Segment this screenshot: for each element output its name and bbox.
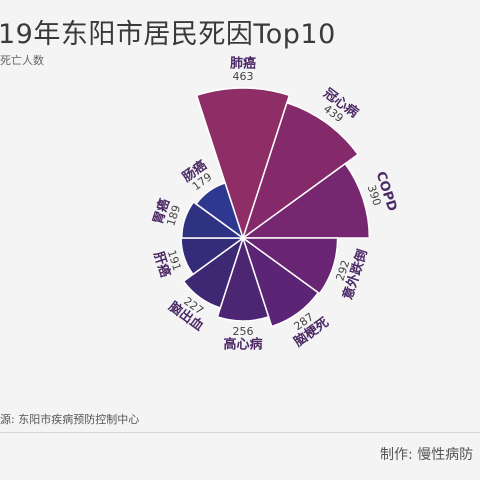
value-label: 191 xyxy=(165,248,184,272)
maker-credit: 制作: 慢性病防 xyxy=(380,447,474,463)
rose-sector xyxy=(240,237,339,295)
rose-sector xyxy=(241,101,360,240)
category-label: 胃癌 xyxy=(150,197,173,227)
chart-title: 19年东阳市居民死因Top10 xyxy=(0,19,336,50)
category-label: 肺癌 xyxy=(230,56,256,72)
value-label: 390 xyxy=(365,183,384,207)
chart-subtitle: 死亡人数 xyxy=(0,54,44,67)
rose-sector xyxy=(241,236,320,328)
category-label: 肝癌 xyxy=(150,250,173,280)
rose-sector xyxy=(182,236,245,309)
value-label: 292 xyxy=(334,258,353,282)
value-label: 463 xyxy=(233,70,254,83)
category-label: 高心病 xyxy=(223,336,262,352)
data-source: 源: 东阳市疾病预防控制中心 xyxy=(0,413,140,426)
rose-sector xyxy=(240,162,371,239)
footer-divider xyxy=(0,432,480,433)
rose-sector xyxy=(195,87,291,241)
rose-sector xyxy=(216,235,270,322)
rose-sector xyxy=(181,200,246,239)
value-label: 256 xyxy=(233,325,254,338)
rose-sector xyxy=(195,181,245,240)
value-label: 189 xyxy=(164,204,183,228)
